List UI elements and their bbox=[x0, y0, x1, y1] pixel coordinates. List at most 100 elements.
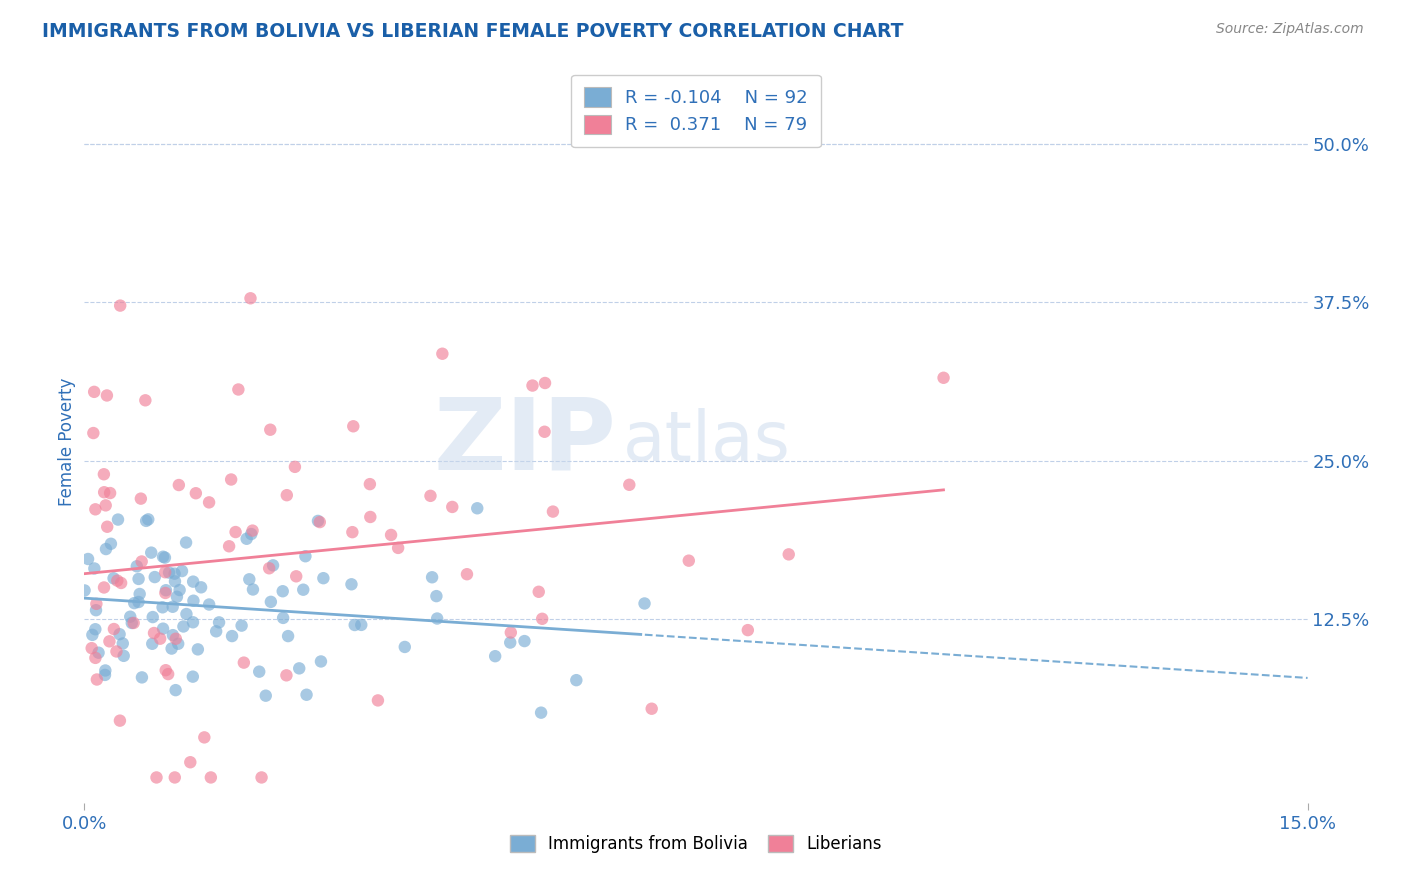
Point bbox=[198, 495, 221, 509]
Point bbox=[565, 673, 588, 688]
Point bbox=[108, 627, 131, 641]
Point bbox=[162, 599, 184, 614]
Point bbox=[527, 584, 550, 599]
Point bbox=[499, 625, 522, 640]
Point bbox=[128, 595, 150, 609]
Point bbox=[134, 393, 156, 408]
Point bbox=[157, 566, 180, 580]
Point bbox=[157, 667, 180, 681]
Point bbox=[198, 598, 221, 612]
Point bbox=[205, 624, 228, 639]
Point bbox=[128, 572, 150, 586]
Point bbox=[93, 485, 115, 500]
Point bbox=[167, 478, 190, 492]
Point bbox=[179, 756, 201, 770]
Point bbox=[219, 473, 242, 487]
Point bbox=[162, 628, 184, 642]
Point bbox=[167, 637, 190, 651]
Point bbox=[86, 597, 108, 611]
Point bbox=[105, 644, 128, 658]
Point bbox=[152, 622, 174, 636]
Point bbox=[262, 558, 284, 573]
Point bbox=[153, 566, 176, 580]
Point bbox=[82, 628, 104, 642]
Point bbox=[141, 546, 163, 560]
Point bbox=[122, 615, 145, 630]
Point bbox=[419, 489, 441, 503]
Point bbox=[87, 646, 110, 660]
Point bbox=[221, 629, 243, 643]
Point bbox=[292, 582, 315, 597]
Point bbox=[425, 589, 447, 603]
Point bbox=[641, 702, 664, 716]
Point bbox=[155, 586, 177, 600]
Point bbox=[166, 590, 188, 604]
Point bbox=[93, 467, 115, 482]
Point bbox=[533, 425, 555, 439]
Point bbox=[678, 554, 700, 568]
Point bbox=[242, 582, 264, 597]
Point bbox=[295, 688, 318, 702]
Point bbox=[380, 528, 402, 542]
Point bbox=[367, 693, 389, 707]
Point bbox=[155, 663, 177, 677]
Text: ZIP: ZIP bbox=[433, 393, 616, 490]
Point bbox=[231, 618, 253, 632]
Point bbox=[260, 595, 283, 609]
Point bbox=[737, 623, 759, 637]
Point bbox=[342, 525, 364, 540]
Point bbox=[534, 376, 557, 390]
Point bbox=[142, 610, 165, 624]
Point bbox=[276, 668, 298, 682]
Point bbox=[103, 571, 125, 585]
Point bbox=[181, 574, 204, 589]
Point bbox=[271, 611, 294, 625]
Point bbox=[84, 603, 107, 617]
Point bbox=[80, 641, 103, 656]
Point bbox=[121, 615, 143, 630]
Text: Source: ZipAtlas.com: Source: ZipAtlas.com bbox=[1216, 22, 1364, 37]
Point bbox=[108, 714, 131, 728]
Point bbox=[441, 500, 464, 514]
Point bbox=[184, 486, 207, 500]
Point bbox=[83, 561, 105, 575]
Point bbox=[84, 651, 107, 665]
Point bbox=[94, 499, 117, 513]
Point bbox=[394, 640, 416, 654]
Point bbox=[155, 583, 177, 598]
Point bbox=[484, 649, 506, 664]
Point bbox=[232, 656, 254, 670]
Point bbox=[239, 291, 262, 305]
Point bbox=[131, 670, 153, 684]
Point bbox=[108, 299, 131, 313]
Point bbox=[350, 618, 373, 632]
Text: IMMIGRANTS FROM BOLIVIA VS LIBERIAN FEMALE POVERTY CORRELATION CHART: IMMIGRANTS FROM BOLIVIA VS LIBERIAN FEMA… bbox=[42, 22, 904, 41]
Point bbox=[165, 632, 187, 646]
Point bbox=[169, 582, 191, 597]
Text: atlas: atlas bbox=[623, 408, 790, 475]
Legend: Immigrants from Bolivia, Liberians: Immigrants from Bolivia, Liberians bbox=[503, 828, 889, 860]
Point bbox=[200, 771, 222, 785]
Point bbox=[120, 609, 142, 624]
Point bbox=[163, 574, 186, 589]
Point bbox=[187, 642, 209, 657]
Point bbox=[343, 618, 366, 632]
Point bbox=[103, 622, 125, 636]
Point bbox=[309, 655, 332, 669]
Point bbox=[420, 570, 443, 584]
Point bbox=[145, 771, 167, 785]
Point bbox=[183, 593, 205, 607]
Point bbox=[312, 571, 335, 585]
Point bbox=[172, 619, 194, 633]
Point bbox=[110, 576, 132, 591]
Point bbox=[288, 661, 311, 675]
Point bbox=[153, 550, 176, 565]
Point bbox=[84, 502, 107, 516]
Point bbox=[128, 587, 150, 601]
Point bbox=[152, 549, 174, 564]
Point bbox=[100, 537, 122, 551]
Point bbox=[456, 567, 478, 582]
Point bbox=[129, 491, 152, 506]
Point bbox=[499, 635, 522, 649]
Point bbox=[340, 577, 363, 591]
